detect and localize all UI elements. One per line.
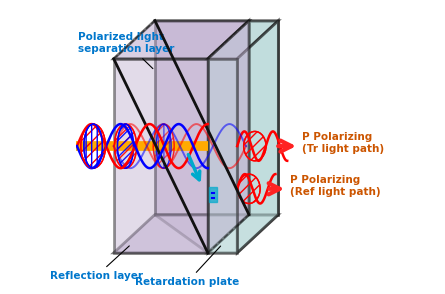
Polygon shape [114, 59, 208, 253]
Polygon shape [155, 21, 249, 215]
Polygon shape [208, 215, 279, 253]
Polygon shape [155, 215, 249, 253]
Polygon shape [209, 187, 217, 202]
Polygon shape [114, 21, 249, 59]
Text: Retardation plate: Retardation plate [135, 246, 239, 287]
Text: P Polarizing
(Tr light path): P Polarizing (Tr light path) [302, 132, 384, 154]
Polygon shape [249, 21, 279, 215]
Polygon shape [208, 21, 249, 253]
Text: Reflection layer: Reflection layer [49, 246, 142, 281]
Polygon shape [208, 59, 237, 253]
Polygon shape [208, 21, 279, 59]
Text: Polarized light
separation layer: Polarized light separation layer [78, 32, 175, 69]
Polygon shape [114, 215, 249, 253]
Text: P Polarizing
(Ref light path): P Polarizing (Ref light path) [290, 175, 381, 197]
Polygon shape [237, 21, 279, 253]
